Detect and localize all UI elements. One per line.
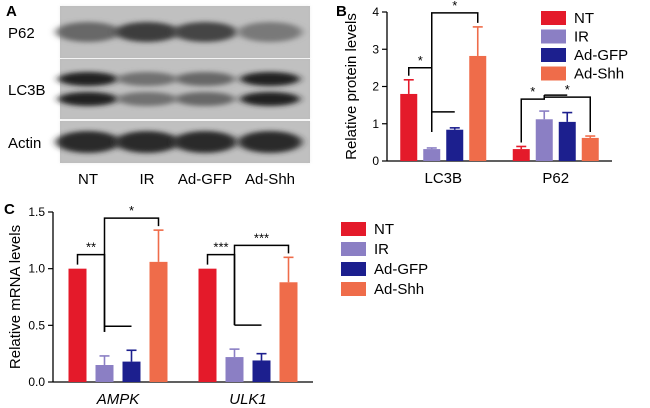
significance-label-0: ** xyxy=(86,240,96,255)
panel-c-label: C xyxy=(4,201,15,218)
band-lc3b-lower-3 xyxy=(240,92,300,106)
bar-ampk-ad-shh xyxy=(149,261,168,382)
legend-swatch-ad-gfp xyxy=(541,48,566,62)
blot-row-lc3b: LC3B xyxy=(8,59,310,119)
band-p62-2 xyxy=(173,22,237,42)
legend-label-nt: NT xyxy=(574,10,594,27)
bar-p62-ad-gfp xyxy=(558,121,576,161)
panel-b-protein-chart: B 0 1 2 3 4 Relative protein levels LC3B P62 * * *… xyxy=(336,0,612,187)
y-axis-label: Relative protein levels xyxy=(343,13,360,160)
band-lc3b-upper-0 xyxy=(58,72,118,86)
bar-lc3b-ir xyxy=(423,149,441,161)
panel-a-label: A xyxy=(6,3,17,20)
legend-label-nt: NT xyxy=(374,221,394,238)
lane-label-3: Ad-Shh xyxy=(245,171,295,188)
lane-label-0: NT xyxy=(78,171,98,188)
y-tick-label: 1.0 xyxy=(28,262,45,276)
y-tick-label: 2 xyxy=(372,80,379,94)
band-actin-1 xyxy=(115,131,179,153)
band-actin-0 xyxy=(56,131,120,153)
x-category-label-ampk: AMPK xyxy=(96,391,141,408)
significance-label-1: * xyxy=(129,203,134,218)
significance-label-2: *** xyxy=(213,240,228,255)
band-p62-3 xyxy=(238,22,302,42)
legend-swatch-ad-shh xyxy=(341,282,366,296)
bar-lc3b-nt xyxy=(400,93,418,161)
bar-p62-ir xyxy=(535,119,553,161)
legend-label-ir: IR xyxy=(374,241,389,258)
bar-ulk1-ad-shh xyxy=(279,282,298,382)
band-actin-2 xyxy=(173,131,237,153)
legend-swatch-nt xyxy=(341,222,366,236)
bar-ampk-ir xyxy=(95,365,114,382)
bar-ulk1-nt xyxy=(198,268,217,382)
panel-c-mrna-chart: C 0.0 0.5 1.0 1.5 Relative mRNA levels AMPK UL… xyxy=(4,201,313,408)
x-category-label-lc3b: LC3B xyxy=(424,170,462,187)
panel-b-label: B xyxy=(336,3,347,20)
y-tick-label: 0.0 xyxy=(28,375,45,389)
bar-p62-ad-shh xyxy=(581,137,599,161)
legend-label-ir: IR xyxy=(574,29,589,46)
band-actin-3 xyxy=(238,131,302,153)
legend-label-ad-gfp: Ad-GFP xyxy=(374,261,428,278)
x-category-label-ulk1: ULK1 xyxy=(229,391,267,408)
x-category-label-p62: P62 xyxy=(542,170,569,187)
blot-haze xyxy=(60,59,310,119)
legend-swatch-ir xyxy=(541,29,566,44)
band-p62-1 xyxy=(115,22,179,42)
y-axis-label: Relative mRNA levels xyxy=(7,225,24,369)
y-tick-label: 0.5 xyxy=(28,318,45,332)
lane-label-1: IR xyxy=(140,171,155,188)
band-lc3b-upper-3 xyxy=(240,72,300,86)
bar-lc3b-ad-gfp xyxy=(446,129,464,161)
legend-swatch-ad-gfp xyxy=(341,262,366,276)
blot-label-p62: P62 xyxy=(8,25,35,42)
bar-ampk-ad-gfp xyxy=(122,361,141,382)
legend-label-ad-shh: Ad-Shh xyxy=(374,281,424,298)
blot-label-actin: Actin xyxy=(8,135,41,152)
band-lc3b-lower-0 xyxy=(58,92,118,106)
legend-swatch-nt xyxy=(541,11,566,25)
blot-label-lc3b: LC3B xyxy=(8,82,46,99)
significance-bracket-1 xyxy=(431,12,479,132)
significance-bracket-1 xyxy=(103,217,160,332)
band-p62-0 xyxy=(56,22,120,42)
significance-label-0: * xyxy=(418,53,423,68)
significance-label-2: * xyxy=(530,84,535,99)
y-tick-label: 1.5 xyxy=(28,205,45,219)
bar-ulk1-ir xyxy=(225,357,244,382)
bar-ulk1-ad-gfp xyxy=(252,360,271,382)
band-lc3b-upper-2 xyxy=(175,72,235,86)
significance-bracket-3 xyxy=(543,95,591,133)
legend-swatch-ir xyxy=(341,242,366,256)
legend-panel-c: NT IR Ad-GFP Ad-Shh xyxy=(341,221,428,298)
band-lc3b-lower-1 xyxy=(117,92,177,106)
legend-swatch-ad-shh xyxy=(541,66,566,81)
y-tick-label: 1 xyxy=(372,117,379,131)
band-lc3b-lower-2 xyxy=(175,92,235,106)
bar-ampk-nt xyxy=(68,268,87,382)
significance-bracket-3 xyxy=(233,244,290,326)
significance-label-3: * xyxy=(565,82,570,97)
legend-label-ad-shh: Ad-Shh xyxy=(574,66,624,83)
significance-label-3: *** xyxy=(254,230,269,245)
band-lc3b-upper-1 xyxy=(117,72,177,86)
panel-a-western-blot: A P62 LC3B Actin NT IR Ad-GFP Ad-Shh xyxy=(6,3,310,188)
blot-row-actin: Actin xyxy=(8,121,310,163)
legend-label-ad-gfp: Ad-GFP xyxy=(574,47,628,64)
blot-row-p62: P62 xyxy=(8,6,310,58)
lane-label-2: Ad-GFP xyxy=(178,171,232,188)
y-tick-label: 4 xyxy=(372,5,379,19)
y-tick-label: 3 xyxy=(372,42,379,56)
y-tick-label: 0 xyxy=(372,154,379,168)
bar-lc3b-ad-shh xyxy=(469,55,487,161)
significance-label-1: * xyxy=(452,0,457,13)
bar-p62-nt xyxy=(512,149,530,161)
